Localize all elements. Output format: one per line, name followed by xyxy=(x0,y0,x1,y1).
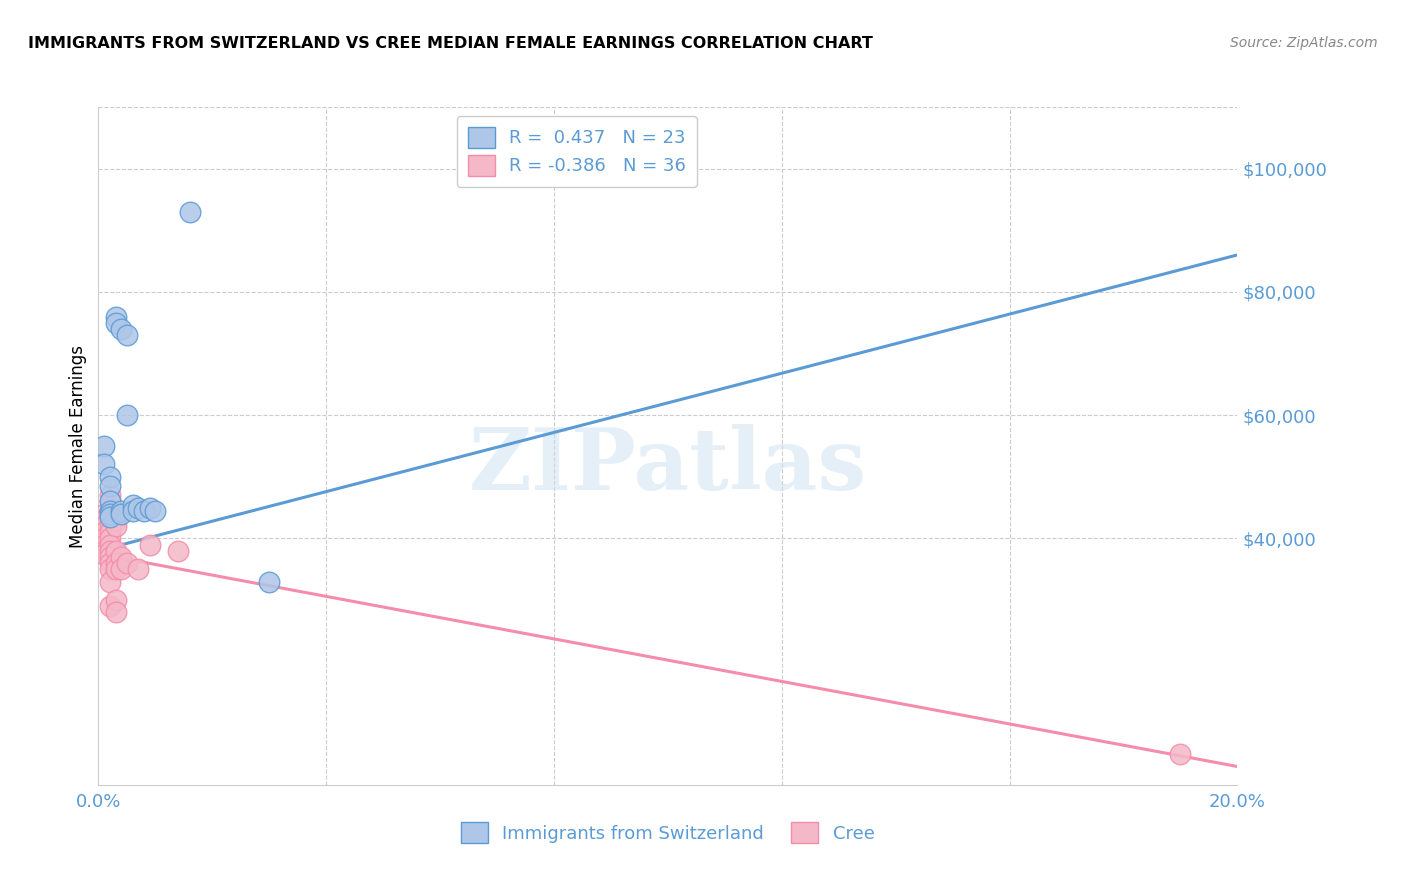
Point xyxy=(98,599,121,614)
Point xyxy=(98,556,121,570)
Point xyxy=(104,606,127,620)
Point xyxy=(93,543,115,558)
Point xyxy=(167,543,190,558)
Point xyxy=(1170,747,1192,761)
Point xyxy=(104,562,127,576)
Point xyxy=(98,470,121,484)
Point xyxy=(145,504,167,518)
Point xyxy=(98,507,121,521)
Text: IMMIGRANTS FROM SWITZERLAND VS CREE MEDIAN FEMALE EARNINGS CORRELATION CHART: IMMIGRANTS FROM SWITZERLAND VS CREE MEDI… xyxy=(28,36,873,51)
Point xyxy=(98,504,121,518)
Point xyxy=(132,504,155,518)
Text: ZIPatlas: ZIPatlas xyxy=(468,425,868,508)
Point xyxy=(98,494,121,508)
Point xyxy=(121,504,143,518)
Point xyxy=(115,328,138,343)
Point xyxy=(98,479,121,493)
Point xyxy=(110,504,132,518)
Point xyxy=(110,549,132,564)
Point xyxy=(93,525,115,540)
Point xyxy=(93,538,115,552)
Point xyxy=(93,547,115,561)
Point xyxy=(93,519,115,533)
Point xyxy=(127,562,149,576)
Point xyxy=(104,513,127,527)
Point xyxy=(110,507,132,521)
Point xyxy=(98,488,121,502)
Point xyxy=(110,562,132,576)
Point xyxy=(104,316,127,330)
Text: Source: ZipAtlas.com: Source: ZipAtlas.com xyxy=(1230,36,1378,50)
Point xyxy=(104,543,127,558)
Point xyxy=(98,504,121,518)
Point xyxy=(98,516,121,530)
Point xyxy=(98,538,121,552)
Point xyxy=(98,574,121,589)
Point xyxy=(138,500,160,515)
Point xyxy=(179,204,201,219)
Point xyxy=(104,519,127,533)
Point xyxy=(115,556,138,570)
Point xyxy=(104,310,127,324)
Point xyxy=(104,556,127,570)
Point xyxy=(259,574,281,589)
Point xyxy=(127,500,149,515)
Point xyxy=(98,562,121,576)
Point xyxy=(98,543,121,558)
Point xyxy=(98,532,121,546)
Point xyxy=(93,513,115,527)
Point xyxy=(93,532,115,546)
Point xyxy=(98,525,121,540)
Point xyxy=(98,494,121,508)
Y-axis label: Median Female Earnings: Median Female Earnings xyxy=(69,344,87,548)
Point xyxy=(121,498,143,512)
Point xyxy=(98,509,121,524)
Point xyxy=(98,509,121,524)
Point xyxy=(98,549,121,564)
Point xyxy=(93,458,115,472)
Point xyxy=(93,439,115,453)
Legend: Immigrants from Switzerland, Cree: Immigrants from Switzerland, Cree xyxy=(454,815,882,850)
Point xyxy=(115,408,138,422)
Point xyxy=(93,507,115,521)
Point xyxy=(104,593,127,607)
Point xyxy=(110,322,132,336)
Point xyxy=(138,538,160,552)
